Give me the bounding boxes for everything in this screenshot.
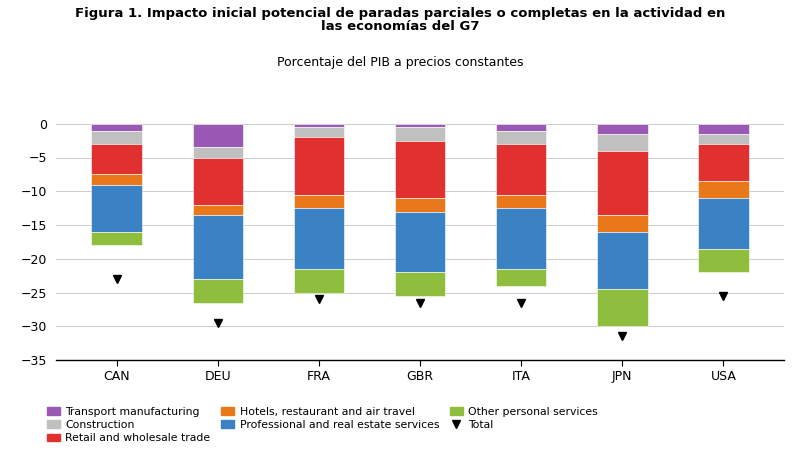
Bar (496, 144, 546, 194)
Bar (91, 130, 142, 144)
Bar (394, 198, 446, 212)
Bar (294, 137, 344, 194)
Bar (698, 198, 749, 248)
Bar (193, 279, 243, 302)
Bar (597, 151, 647, 215)
Bar (597, 232, 647, 289)
Bar (91, 174, 142, 184)
Bar (193, 158, 243, 205)
Bar (698, 248, 749, 272)
Bar (294, 194, 344, 208)
Bar (193, 215, 243, 279)
Bar (496, 130, 546, 144)
Bar (698, 134, 749, 144)
Bar (698, 181, 749, 198)
Bar (294, 124, 344, 127)
Bar (496, 124, 546, 130)
Text: Figura 1. Impacto inicial potencial de paradas parciales o completas en la activ: Figura 1. Impacto inicial potencial de p… (75, 7, 725, 20)
Text: las economías del G7: las economías del G7 (321, 20, 479, 33)
Bar (597, 124, 647, 134)
Bar (597, 134, 647, 151)
Bar (294, 269, 344, 292)
Text: Figura 1.: Figura 1. (369, 7, 431, 20)
Bar (698, 124, 749, 134)
Bar (496, 269, 546, 286)
Bar (193, 124, 243, 148)
Bar (496, 194, 546, 208)
Bar (91, 124, 142, 130)
Text: Porcentaje del PIB a precios constantes: Porcentaje del PIB a precios constantes (277, 56, 523, 69)
Bar (597, 215, 647, 232)
Bar (394, 124, 446, 127)
Bar (394, 212, 446, 272)
Bar (91, 184, 142, 232)
Bar (91, 232, 142, 245)
Bar (394, 140, 446, 198)
Bar (193, 205, 243, 215)
Bar (496, 208, 546, 269)
Bar (698, 144, 749, 181)
Bar (91, 144, 142, 174)
Bar (394, 127, 446, 140)
Bar (294, 127, 344, 137)
Bar (294, 208, 344, 269)
Bar (394, 272, 446, 296)
Bar (193, 148, 243, 157)
Bar (597, 289, 647, 326)
Legend: Transport manufacturing, Construction, Retail and wholesale trade, Hotels, resta: Transport manufacturing, Construction, R… (47, 407, 598, 443)
